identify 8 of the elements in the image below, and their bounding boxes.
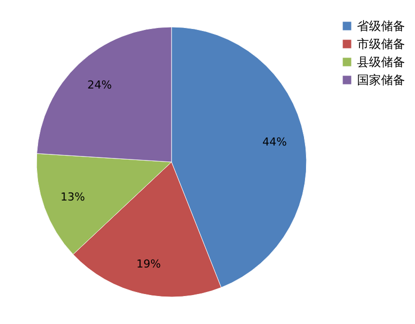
legend-label: 国家储备 bbox=[357, 73, 405, 87]
legend-label: 省级储备 bbox=[357, 19, 405, 33]
data-label: 44% bbox=[262, 135, 287, 148]
legend-label: 县级储备 bbox=[357, 55, 405, 69]
data-label: 13% bbox=[60, 190, 85, 204]
legend-label: 市级储备 bbox=[357, 37, 405, 51]
data-label: 24% bbox=[87, 78, 112, 92]
data-label: 19% bbox=[136, 257, 161, 270]
